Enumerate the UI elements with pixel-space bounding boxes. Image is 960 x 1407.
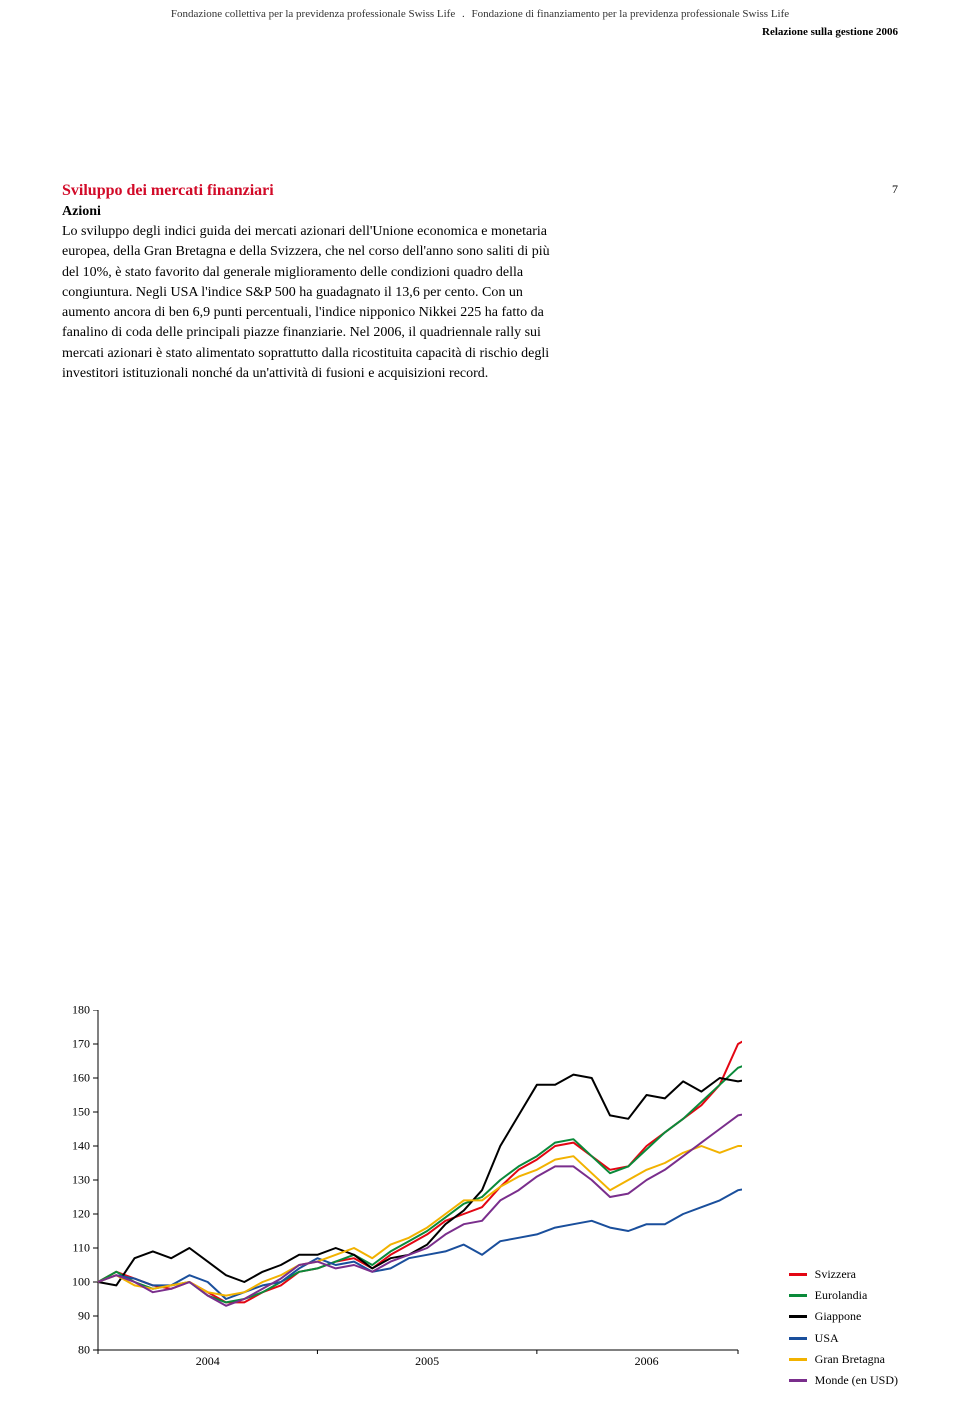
section-title: Sviluppo dei mercati finanziari	[62, 182, 552, 200]
page-subheader: Relazione sulla gestione 2006	[0, 26, 898, 38]
content-block: Sviluppo dei mercati finanziari Azioni L…	[62, 182, 552, 384]
header-separator: .	[462, 8, 465, 20]
series-gran-bretagna	[98, 1146, 742, 1296]
legend-swatch	[789, 1315, 807, 1318]
page-header: Fondazione collettiva per la previdenza …	[0, 8, 960, 20]
legend-label: Svizzera	[815, 1265, 856, 1284]
series-monde-en-usd-	[98, 1105, 742, 1306]
legend-swatch	[789, 1273, 807, 1276]
legend-swatch	[789, 1379, 807, 1382]
x-tick-label: 2006	[635, 1354, 659, 1398]
x-tick-label: 2004	[196, 1354, 220, 1398]
chart-canvas	[62, 1010, 742, 1354]
page-number: 7	[892, 182, 898, 197]
header-right: Fondazione di finanziamento per la previ…	[471, 8, 789, 20]
x-tick-label: 2005	[415, 1354, 439, 1398]
section-subtitle: Azioni	[62, 204, 552, 220]
legend-label: USA	[815, 1329, 839, 1348]
legend-label: Gran Bretagna	[815, 1350, 885, 1369]
header-left: Fondazione collettiva per la previdenza …	[171, 8, 455, 20]
legend-item: USA	[789, 1329, 898, 1348]
legend-label: Giappone	[815, 1307, 862, 1326]
line-chart: 8090100110120130140150160170180 20042005…	[62, 1010, 898, 1380]
section-body: Lo sviluppo degli indici guida dei merca…	[62, 222, 552, 384]
series-giappone	[98, 1071, 742, 1285]
legend-swatch	[789, 1337, 807, 1340]
legend-item: Gran Bretagna	[789, 1350, 898, 1369]
legend-label: Monde (en USD)	[815, 1371, 898, 1390]
legend-swatch	[789, 1294, 807, 1297]
legend-item: Eurolandia	[789, 1286, 898, 1305]
legend-label: Eurolandia	[815, 1286, 868, 1305]
legend-swatch	[789, 1358, 807, 1361]
legend-item: Svizzera	[789, 1265, 898, 1284]
legend-item: Monde (en USD)	[789, 1371, 898, 1390]
series-eurolandia	[98, 1051, 742, 1303]
series-svizzera	[98, 1027, 742, 1302]
chart-legend: Svizzera Eurolandia Giappone USA Gran Bretag…	[789, 1265, 898, 1392]
legend-item: Giappone	[789, 1307, 898, 1326]
